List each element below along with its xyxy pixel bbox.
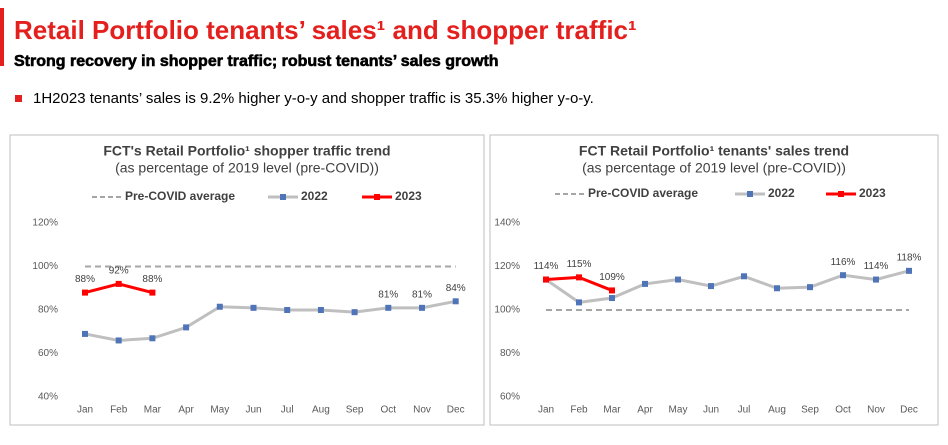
data-label: 88% (142, 274, 162, 285)
x-tick-label: Jun (245, 405, 261, 416)
point-marker (115, 280, 122, 287)
legend-marker (747, 191, 753, 197)
x-tick-label: Feb (570, 405, 588, 416)
point-marker (317, 307, 324, 313)
point-marker (82, 330, 88, 337)
data-label: 109% (599, 272, 625, 283)
point-marker (576, 299, 582, 306)
data-label: 118% (897, 252, 922, 263)
x-tick-label: Oct (381, 405, 397, 416)
legend-label: 2023 (395, 189, 422, 203)
y-tick-label: 40% (38, 392, 58, 403)
y-tick-label: 120% (32, 218, 58, 229)
point-marker (543, 276, 549, 283)
x-tick-label: Jul (281, 405, 294, 416)
slide-subtitle: Strong recovery in shopper traffic; robu… (14, 53, 499, 70)
x-tick-label: Jul (738, 405, 751, 416)
chart-subtitle: (as percentage of 2019 level (pre-COVID)… (582, 160, 846, 176)
data-label: 88% (75, 274, 95, 285)
point-marker (115, 337, 122, 344)
y-tick-label: 80% (38, 305, 58, 316)
x-tick-label: Aug (312, 405, 330, 416)
point-marker (576, 274, 582, 281)
point-marker (250, 304, 257, 311)
x-tick-label: Feb (110, 405, 128, 416)
y-tick-label: 100% (494, 305, 520, 316)
point-marker (216, 303, 223, 310)
legend-label: 2023 (859, 186, 886, 200)
x-tick-label: Oct (835, 405, 851, 416)
x-tick-label: Sep (801, 405, 819, 416)
point-marker (183, 324, 190, 331)
x-tick-label: Mar (603, 405, 621, 416)
point-marker (774, 285, 780, 292)
bullet-text: 1H2023 tenants’ sales is 9.2% higher y-o… (33, 90, 594, 107)
y-tick-label: 60% (500, 392, 520, 403)
x-tick-label: May (210, 405, 229, 416)
x-tick-label: Nov (413, 405, 431, 416)
x-tick-label: Jun (703, 405, 719, 416)
legend-marker (374, 194, 380, 200)
y-tick-label: 80% (500, 348, 520, 359)
legend-marker (838, 191, 844, 197)
x-tick-label: Mar (144, 405, 162, 416)
legend-label: 2022 (768, 186, 795, 200)
x-tick-label: Aug (768, 405, 786, 416)
data-label: 115% (567, 259, 592, 270)
point-marker (906, 267, 912, 274)
data-label: 81% (412, 289, 432, 300)
y-tick-label: 100% (32, 261, 58, 272)
y-tick-label: 120% (494, 261, 520, 272)
point-marker (840, 272, 846, 279)
point-marker (351, 309, 358, 316)
y-tick-label: 140% (494, 218, 520, 229)
point-marker (609, 287, 615, 294)
slide-title: Retail Portfolio tenants’ sales¹ and sho… (14, 15, 637, 45)
chart-frame (489, 134, 939, 426)
data-label: 114% (864, 261, 889, 272)
series-line (84, 299, 456, 342)
point-marker (741, 273, 747, 280)
point-marker (642, 280, 648, 287)
chart-title: FCT Retail Portfolio¹ tenants' sales tre… (579, 143, 849, 159)
bullet-marker (15, 95, 22, 102)
data-label: 114% (534, 261, 559, 272)
point-marker (807, 284, 813, 291)
legend-label: Pre-COVID average (588, 186, 698, 200)
data-label: 81% (378, 289, 398, 300)
x-tick-label: Jan (77, 405, 93, 416)
data-label: 84% (446, 283, 466, 294)
point-marker (419, 304, 425, 311)
series-line (545, 269, 910, 304)
point-marker (675, 276, 681, 283)
point-marker (452, 298, 459, 305)
point-marker (609, 295, 615, 302)
point-marker (385, 304, 392, 311)
chart-subtitle: (as percentage of 2019 level (pre-COVID)… (115, 160, 379, 176)
x-tick-label: Nov (867, 405, 885, 416)
chart-frame (9, 134, 485, 426)
point-marker (149, 289, 156, 296)
x-tick-label: Apr (178, 405, 194, 416)
legend-marker (280, 194, 286, 200)
x-tick-label: Jan (538, 405, 554, 416)
x-tick-label: Sep (346, 405, 364, 416)
y-tick-label: 60% (38, 348, 58, 359)
legend-label: 2022 (301, 189, 328, 203)
x-tick-label: Dec (900, 405, 918, 416)
point-marker (708, 283, 714, 290)
x-tick-label: May (669, 405, 688, 416)
data-label: 92% (109, 266, 129, 277)
chart-title: FCT's Retail Portfolio¹ shopper traffic … (103, 143, 390, 159)
point-marker (873, 276, 879, 283)
point-marker (284, 307, 291, 313)
data-label: 116% (831, 257, 856, 268)
point-marker (82, 289, 88, 296)
accent-bar (0, 8, 4, 66)
x-tick-label: Dec (447, 405, 465, 416)
x-tick-label: Apr (637, 405, 653, 416)
legend-label: Pre-COVID average (125, 189, 235, 203)
point-marker (149, 335, 156, 342)
